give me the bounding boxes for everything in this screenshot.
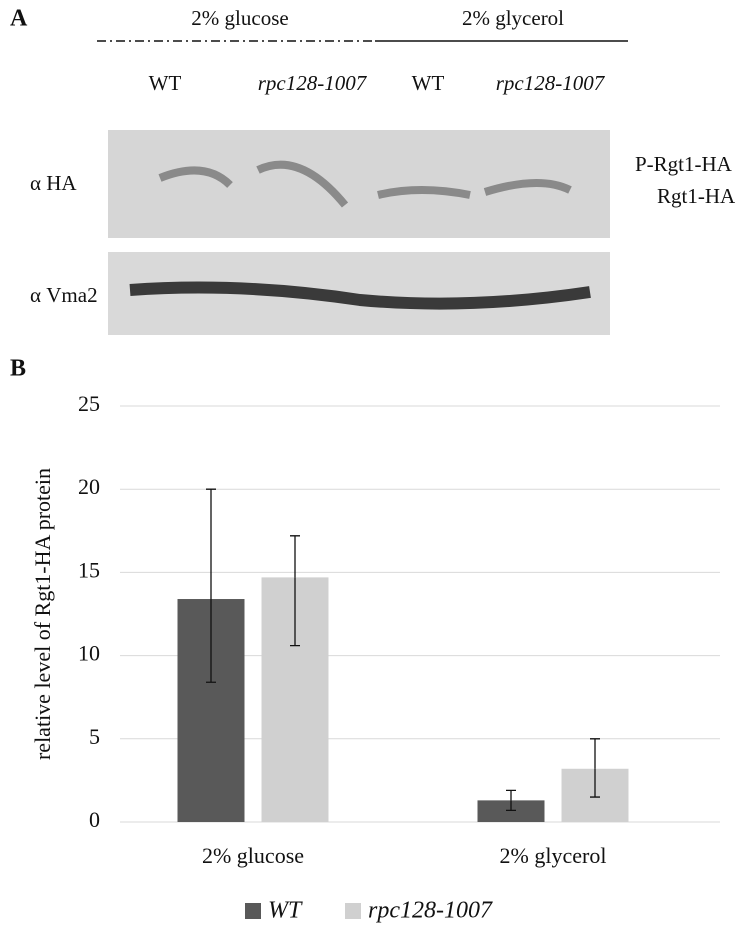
error-bar <box>506 789 516 801</box>
condition-label: 2% glucose <box>191 6 288 30</box>
x-tick-label: 2% glucose <box>202 843 304 868</box>
blot-label: α HA <box>30 171 77 195</box>
error-bar <box>590 738 600 769</box>
error-bar <box>506 800 516 812</box>
panel-label: A <box>10 6 28 32</box>
bar <box>477 800 545 822</box>
band <box>129 281 591 310</box>
y-tick-label: 5 <box>89 724 100 749</box>
band <box>158 160 572 208</box>
error-bar <box>290 577 300 647</box>
y-tick-label: 10 <box>78 641 100 666</box>
error-bar <box>590 768 600 798</box>
lane-label: rpc128-1007 <box>496 71 606 95</box>
y-tick-label: 0 <box>89 807 100 832</box>
error-bar <box>290 535 300 578</box>
band-label: P-Rgt1-HA <box>635 152 733 176</box>
legend-label: rpc128-1007 <box>368 898 493 924</box>
legend-swatch <box>345 903 361 919</box>
error-bar <box>206 488 216 600</box>
y-tick-label: 20 <box>78 474 100 499</box>
y-axis-label: relative level of Rgt1-HA protein <box>30 468 55 760</box>
band-label: Rgt1-HA <box>657 184 736 208</box>
panel-label: B <box>10 356 26 382</box>
lane-label: WT <box>149 71 182 95</box>
lane-label: WT <box>412 71 445 95</box>
x-tick-label: 2% glycerol <box>500 843 607 868</box>
condition-label: 2% glycerol <box>462 6 564 30</box>
lane-label: rpc128-1007 <box>258 71 368 95</box>
y-tick-label: 15 <box>78 557 100 582</box>
legend-label: WT <box>268 898 303 924</box>
blot-label: α Vma2 <box>30 283 98 307</box>
error-bar <box>206 599 216 683</box>
legend-swatch <box>245 903 261 919</box>
y-tick-label: 25 <box>78 391 100 416</box>
